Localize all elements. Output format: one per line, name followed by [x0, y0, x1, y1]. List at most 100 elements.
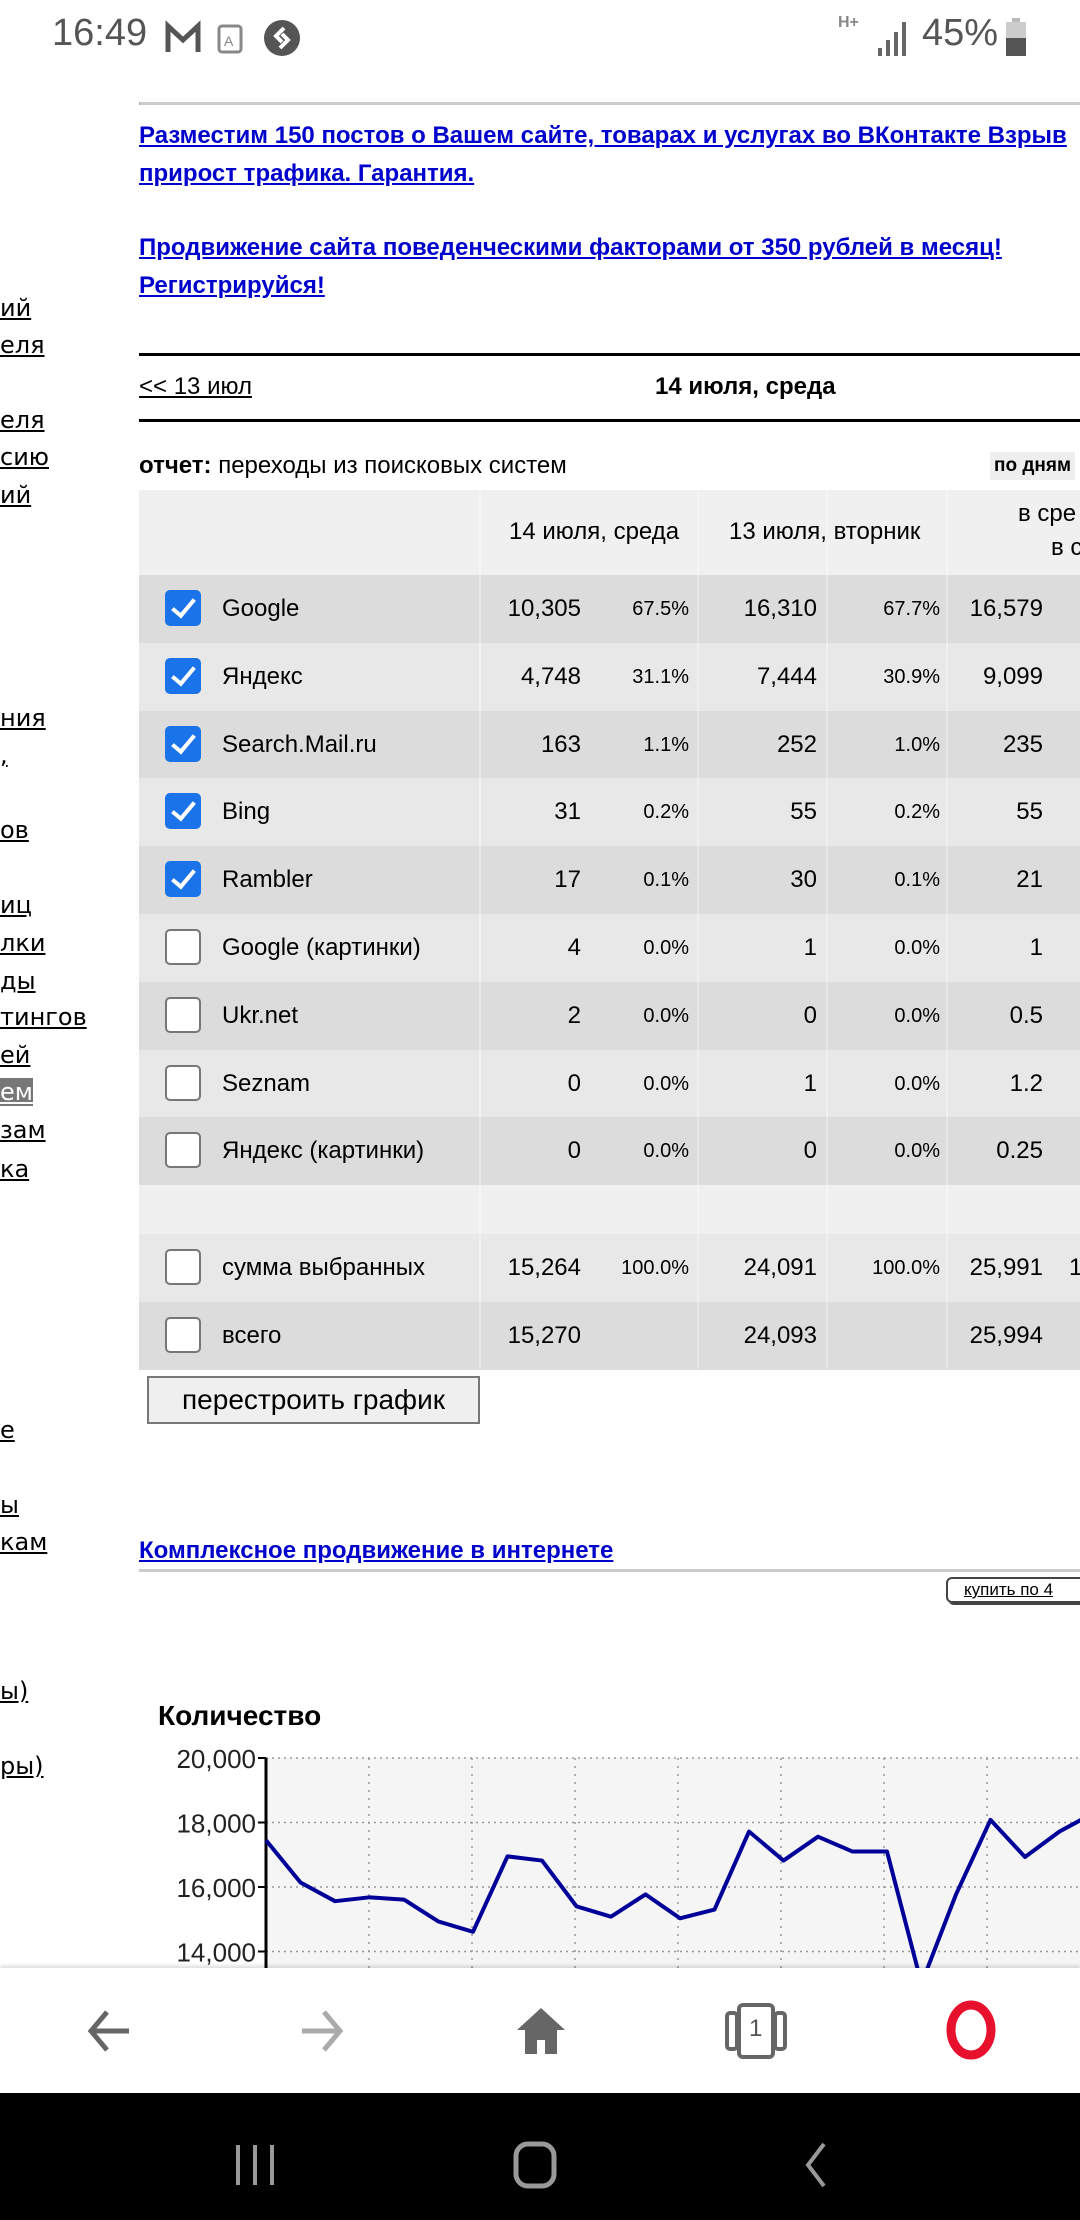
sidebar-link[interactable]: ния: [0, 704, 46, 732]
y-tick-label: 18,000: [176, 1809, 256, 1839]
today-percent: 0.1%: [643, 869, 689, 892]
today-value: 17: [554, 866, 581, 894]
system-nav-bar: [0, 2093, 1080, 2220]
ad-link-vk[interactable]: Разместим 150 постов о Вашем сайте, това…: [139, 122, 1067, 149]
table-row: Яндекс (картинки) 0 0.0% 0 0.0% 0.25: [139, 1117, 1080, 1186]
column-separator: [697, 490, 699, 1369]
yesterday-percent: 0.0%: [894, 1004, 940, 1027]
sidebar-link[interactable]: сию: [0, 443, 49, 471]
today-value: 4: [567, 934, 581, 961]
average-value: 0.25: [996, 1137, 1043, 1165]
table-row: Rambler 17 0.1% 30 0.1% 21: [139, 846, 1080, 915]
today-value: 10,305: [507, 595, 581, 622]
yesterday-percent: 0.0%: [894, 1140, 940, 1163]
average-value: 1.2: [1009, 1069, 1043, 1097]
sidebar-link[interactable]: тингов: [0, 1003, 87, 1031]
yesterday-percent: 30.9%: [883, 665, 940, 688]
yesterday-percent: 67.7%: [883, 598, 940, 620]
today-percent: 0.0%: [643, 1140, 689, 1163]
divider: [139, 102, 1080, 105]
sidebar-link[interactable]: зам: [0, 1116, 46, 1144]
opera-icon[interactable]: [943, 2000, 999, 2060]
report-name: переходы из поисковых систем: [218, 452, 567, 479]
tab-count: 1: [749, 2015, 763, 2042]
report-title: отчет: переходы из поисковых систем: [139, 452, 567, 480]
source-name: Яндекс (картинки): [222, 1137, 425, 1165]
ad-link-vk-cont[interactable]: прирост трафика. Гарантия.: [139, 160, 475, 187]
today-percent: 67.5%: [632, 598, 689, 620]
sidebar-link[interactable]: ов: [0, 816, 29, 844]
gmail-icon: [165, 20, 201, 52]
divider: [139, 1569, 1080, 1572]
back-icon[interactable]: [85, 2008, 131, 2054]
tabs-button[interactable]: 1: [725, 2003, 787, 2059]
sidebar-link[interactable]: ,: [0, 741, 8, 769]
recent-apps-icon[interactable]: [230, 2143, 280, 2187]
buy-button[interactable]: купить по 4: [946, 1577, 1080, 1603]
back-system-icon[interactable]: [800, 2141, 836, 2189]
ad-link-complex[interactable]: Комплексное продвижение в интернете: [139, 1537, 614, 1564]
home-system-icon[interactable]: [512, 2141, 562, 2189]
col-header-avg-2: в с: [1051, 534, 1080, 561]
signal-icon: [878, 22, 906, 56]
prev-day-link[interactable]: << 13 июл: [139, 373, 252, 400]
sidebar-link[interactable]: ы: [0, 1491, 19, 1519]
forward-icon[interactable]: [300, 2008, 346, 2054]
row-checkbox[interactable]: [165, 1249, 201, 1285]
today-value: 15,264: [507, 1254, 581, 1281]
row-checkbox[interactable]: [165, 861, 201, 898]
average-value: 25,994: [969, 1321, 1043, 1349]
source-name: Search.Mail.ru: [222, 730, 377, 758]
sidebar-link[interactable]: еля: [0, 331, 45, 359]
row-checkbox[interactable]: [165, 793, 201, 830]
row-checkbox[interactable]: [165, 996, 201, 1033]
plot-area: [266, 1758, 1080, 1968]
sidebar-link[interactable]: иц: [0, 891, 32, 919]
row-checkbox[interactable]: [165, 929, 201, 965]
today-value: 163: [540, 730, 581, 758]
sidebar-link[interactable]: ий: [0, 481, 32, 509]
row-checkbox[interactable]: [165, 1132, 201, 1169]
table-spacer-row: [139, 1185, 1080, 1234]
sidebar-link[interactable]: кам: [0, 1528, 48, 1556]
sidebar-link-selected[interactable]: ем: [0, 1078, 33, 1106]
sidebar-link[interactable]: ры): [0, 1752, 44, 1780]
row-checkbox[interactable]: [165, 657, 201, 694]
sidebar-link[interactable]: ка: [0, 1155, 30, 1183]
today-value: 4,748: [520, 662, 581, 690]
home-icon[interactable]: [515, 2006, 567, 2056]
row-checkbox[interactable]: [165, 1064, 201, 1101]
row-checkbox[interactable]: [165, 725, 201, 762]
sidebar-link[interactable]: ей: [0, 1041, 31, 1069]
sidebar-link[interactable]: е: [0, 1416, 15, 1444]
yesterday-value: 1: [803, 934, 817, 961]
sidebar-link[interactable]: лки: [0, 929, 46, 957]
ad-link-promo[interactable]: Продвижение сайта поведенческими фактора…: [139, 234, 1002, 261]
source-name: Ukr.net: [222, 1001, 299, 1029]
yesterday-value: 30: [790, 866, 817, 894]
sidebar-link[interactable]: ий: [0, 294, 32, 322]
average-value: 0.5: [1009, 1001, 1043, 1029]
table-row: Google (картинки) 4 0.0% 1 0.0% 1: [139, 914, 1080, 982]
yesterday-value: 16,310: [743, 595, 817, 622]
period-selector[interactable]: по дням: [990, 452, 1076, 480]
ad-link-promo-cont[interactable]: Регистрируйся!: [139, 272, 325, 299]
yesterday-percent: 0.0%: [894, 937, 940, 959]
y-axis-label: Количество: [158, 1700, 321, 1731]
source-name: Rambler: [222, 866, 313, 894]
sidebar-link[interactable]: еля: [0, 406, 45, 434]
sidebar-link[interactable]: ы): [0, 1677, 29, 1705]
yesterday-value: 0: [803, 1137, 817, 1165]
battery-icon: [1006, 18, 1026, 56]
svg-text:A: A: [224, 33, 234, 49]
row-checkbox[interactable]: [165, 1316, 201, 1353]
average-value: 21: [1016, 866, 1043, 894]
table-header: 14 июля, среда 13 июля, вторник в сре в …: [139, 490, 1080, 575]
col-header-today: 14 июля, среда: [509, 518, 680, 545]
shazam-icon: [264, 20, 300, 56]
sidebar-link[interactable]: ды: [0, 967, 36, 995]
table-row: Bing 31 0.2% 55 0.2% 55: [139, 778, 1080, 847]
rebuild-chart-button[interactable]: перестроить график: [147, 1376, 480, 1424]
table-row: Яндекс 4,748 31.1% 7,444 30.9% 9,099: [139, 642, 1080, 711]
row-checkbox[interactable]: [165, 590, 201, 626]
